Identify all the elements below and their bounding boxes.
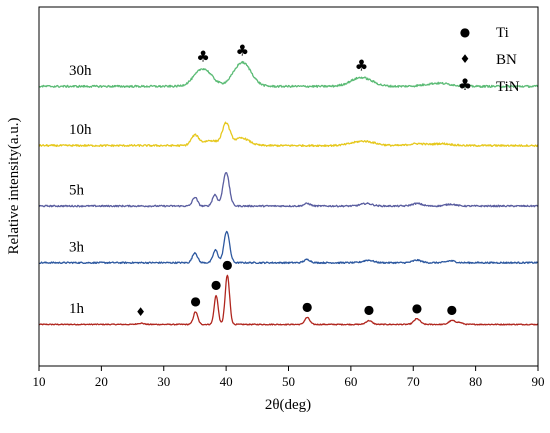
peak-marker: ● xyxy=(364,303,374,317)
peak-marker: ♣ xyxy=(236,41,249,59)
peak-marker: ♣ xyxy=(196,48,209,66)
peak-marker: ♣ xyxy=(355,57,368,75)
legend-symbol: ♣ xyxy=(458,75,472,94)
curves-layer xyxy=(38,60,539,326)
plot-frame xyxy=(38,6,539,367)
series-line-1h xyxy=(38,274,539,326)
x-axis-ticks: 10 20 30 40 50 60 70 80 90 xyxy=(33,366,545,389)
peak-marker: ● xyxy=(302,300,312,314)
legend: ● Ti ♦ BN ♣ TiN xyxy=(458,25,520,95)
x-tick-label: 50 xyxy=(282,374,295,389)
x-tick-label: 60 xyxy=(344,374,357,389)
series-label-3h: 3h xyxy=(69,239,85,255)
x-tick-label: 80 xyxy=(469,374,482,389)
x-tick-label: 10 xyxy=(33,374,46,389)
peak-annotations: ♦●●●● ● ● ●♣ ♣♣ xyxy=(135,41,457,319)
series-line-10h xyxy=(38,121,539,148)
x-axis-label: 2θ(deg) xyxy=(265,397,311,413)
legend-label-TiN: TiN xyxy=(496,79,520,95)
peak-marker: ● xyxy=(222,257,232,271)
y-axis-label: Relative intensity(a.u.) xyxy=(6,117,22,254)
series-label-5h: 5h xyxy=(69,183,85,199)
legend-label-Ti: Ti xyxy=(496,25,509,41)
legend-label-BN: BN xyxy=(496,52,517,68)
peak-marker: ● xyxy=(211,277,221,291)
series-line-30h xyxy=(38,60,539,89)
x-tick-label: 40 xyxy=(220,374,233,389)
series-line-5h xyxy=(38,171,539,208)
x-tick-label: 90 xyxy=(532,374,545,389)
legend-symbol: ● xyxy=(460,25,470,39)
x-tick-label: 70 xyxy=(407,374,420,389)
series-labels: 1h 3h 5h 10h 30h xyxy=(69,63,92,317)
peak-marker: ♦ xyxy=(135,305,146,319)
peak-marker: ● xyxy=(447,303,457,317)
series-label-10h: 10h xyxy=(69,122,92,138)
peak-marker: ● xyxy=(190,294,200,308)
x-tick-label: 30 xyxy=(157,374,170,389)
series-line-3h xyxy=(38,230,539,265)
peak-marker: ● xyxy=(412,301,422,315)
legend-symbol: ♦ xyxy=(460,52,471,66)
x-tick-label: 20 xyxy=(95,374,108,389)
series-label-1h: 1h xyxy=(69,301,85,317)
series-label-30h: 30h xyxy=(69,63,92,79)
